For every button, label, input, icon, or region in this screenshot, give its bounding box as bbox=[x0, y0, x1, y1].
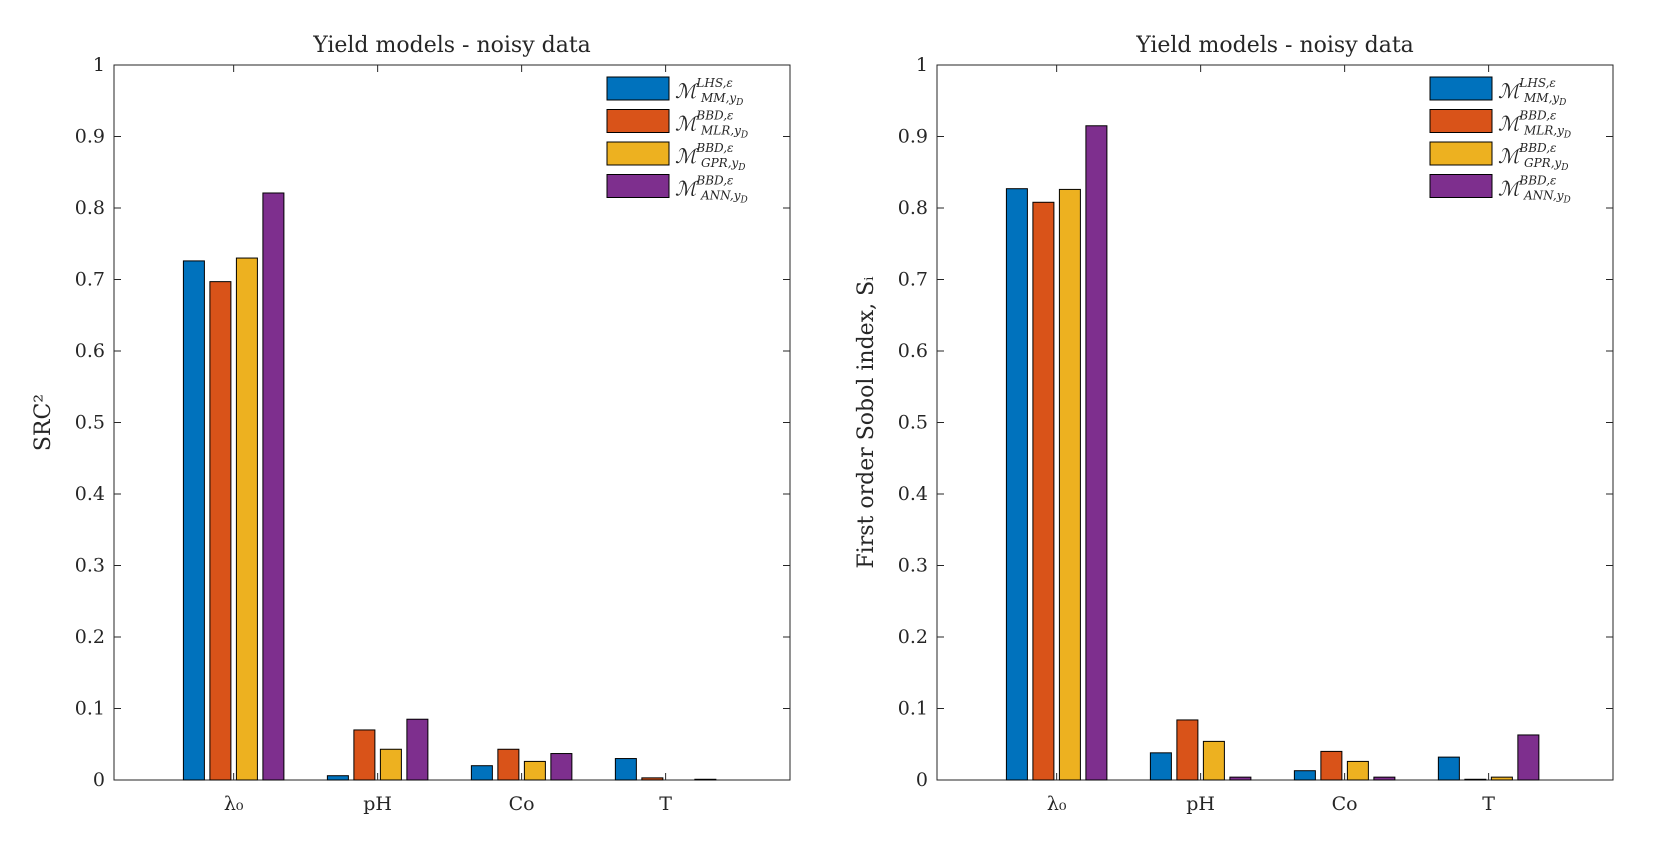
bar-1-2 bbox=[326, 775, 349, 781]
bar-1-4 bbox=[1437, 756, 1460, 781]
bar-4-4 bbox=[1517, 734, 1540, 781]
x-tick-label: pH bbox=[363, 793, 392, 815]
bar-4-3 bbox=[1373, 776, 1396, 781]
x-tick-label: λ₀ bbox=[224, 793, 244, 815]
bar-1-3 bbox=[470, 765, 493, 781]
legend-entry-1: ℳLHS,ε MM,yD bbox=[1498, 76, 1566, 108]
legend-entry-4: ℳBBD,ε ANN,yD bbox=[675, 174, 748, 206]
bar-3-3 bbox=[523, 760, 546, 781]
x-tick-label: pH bbox=[1186, 793, 1215, 815]
chart-title: Yield models - noisy data bbox=[1135, 33, 1414, 58]
bar-1-4 bbox=[614, 758, 637, 781]
x-tick-label: T bbox=[659, 793, 672, 815]
bar-3-4 bbox=[1490, 776, 1513, 781]
bar-4-4 bbox=[694, 778, 717, 781]
bar-1-3 bbox=[1293, 770, 1316, 781]
bar-3-1 bbox=[1058, 188, 1081, 781]
bar-2-3 bbox=[1320, 750, 1343, 781]
x-tick-label: Co bbox=[509, 793, 535, 815]
y-tick-label: 0.4 bbox=[75, 483, 105, 505]
y-tick-label: 0.9 bbox=[898, 126, 928, 148]
y-tick-label: 0.3 bbox=[75, 555, 105, 577]
bar-4-2 bbox=[406, 718, 429, 781]
y-tick-label: 0 bbox=[916, 769, 928, 791]
bar-2-4 bbox=[1464, 778, 1487, 781]
legend-entry-2: ℳBBD,ε MLR,yD bbox=[1498, 109, 1571, 141]
y-tick-label: 0.5 bbox=[898, 412, 928, 434]
bar-3-1 bbox=[235, 257, 258, 781]
y-tick-label: 0.3 bbox=[898, 555, 928, 577]
bar-3-3 bbox=[1346, 760, 1369, 781]
legend-entry-2: ℳBBD,ε MLR,yD bbox=[675, 109, 748, 141]
y-tick-label: 0.6 bbox=[75, 340, 105, 362]
y-tick-label: 0.8 bbox=[898, 197, 928, 219]
y-tick-label: 0.1 bbox=[75, 698, 105, 720]
y-tick-label: 0.2 bbox=[75, 626, 105, 648]
bar-4-1 bbox=[1085, 125, 1108, 781]
legend-swatch-4 bbox=[606, 174, 670, 198]
legend-swatch-3 bbox=[1429, 141, 1493, 166]
legend-swatch-4 bbox=[1429, 174, 1493, 198]
chart-panel-1: Yield models - noisy data 0 0.1 0.2 0.3 0.4 0.… bbox=[31, 33, 791, 815]
legend-swatch-3 bbox=[606, 141, 670, 166]
y-tick-label: 0.4 bbox=[898, 483, 928, 505]
bar-2-1 bbox=[1032, 201, 1055, 781]
y-tick-label: 0.5 bbox=[75, 412, 105, 434]
legend-entry-3: ℳBBD,ε GPR,yD bbox=[1498, 141, 1569, 173]
bar-2-3 bbox=[497, 748, 520, 781]
bar-1-1 bbox=[1005, 188, 1028, 781]
x-tick-label: Co bbox=[1332, 793, 1358, 815]
chart-panel-2: Yield models - noisy data 0 0.1 0.2 0.3 0.4 0.… bbox=[854, 33, 1614, 815]
bar-4-1 bbox=[262, 192, 285, 781]
y-axis-label: SRC² bbox=[31, 394, 56, 451]
y-tick-label: 0 bbox=[93, 769, 105, 791]
bar-4-3 bbox=[550, 753, 573, 781]
legend-swatch-1 bbox=[606, 76, 670, 101]
legend-entry-4: ℳBBD,ε ANN,yD bbox=[1498, 174, 1571, 206]
legend-swatch-2 bbox=[606, 109, 670, 133]
y-tick-label: 0.6 bbox=[898, 340, 928, 362]
x-tick-label: T bbox=[1482, 793, 1495, 815]
bar-2-1 bbox=[209, 281, 232, 781]
bar-3-2 bbox=[1202, 740, 1225, 781]
y-tick-label: 0.7 bbox=[898, 269, 928, 291]
bar-4-2 bbox=[1229, 776, 1252, 781]
y-tick-label: 1 bbox=[916, 54, 928, 76]
y-tick-label: 0.2 bbox=[898, 626, 928, 648]
chart-title: Yield models - noisy data bbox=[312, 33, 591, 58]
bar-3-2 bbox=[379, 748, 402, 781]
y-tick-label: 1 bbox=[93, 54, 105, 76]
y-tick-label: 0.1 bbox=[898, 698, 928, 720]
legend-entry-1: ℳLHS,ε MM,yD bbox=[675, 76, 743, 108]
legend-swatch-1 bbox=[1429, 76, 1493, 101]
bar-1-2 bbox=[1149, 752, 1172, 781]
bar-2-4 bbox=[641, 777, 664, 781]
x-tick-label: λ₀ bbox=[1047, 793, 1067, 815]
bar-2-2 bbox=[1176, 719, 1199, 781]
bar-2-2 bbox=[353, 729, 376, 781]
y-tick-label: 0.8 bbox=[75, 197, 105, 219]
legend-entry-3: ℳBBD,ε GPR,yD bbox=[675, 141, 746, 173]
y-tick-label: 0.7 bbox=[75, 269, 105, 291]
y-tick-label: 0.9 bbox=[75, 126, 105, 148]
bar-1-1 bbox=[182, 260, 205, 781]
legend-swatch-2 bbox=[1429, 109, 1493, 133]
y-axis-label: First order Sobol index, Sᵢ bbox=[854, 276, 879, 569]
